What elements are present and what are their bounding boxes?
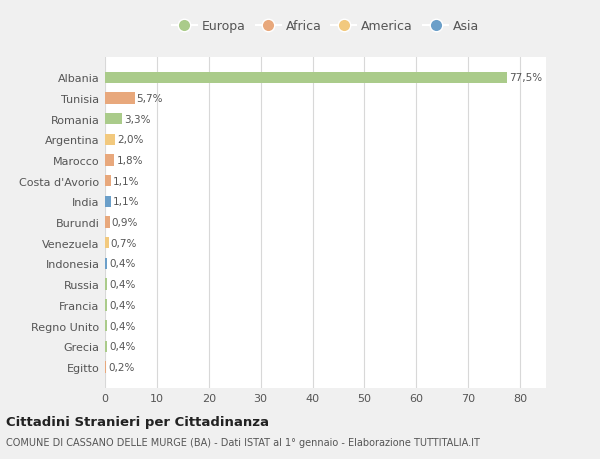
Bar — [105, 258, 107, 269]
Text: 3,3%: 3,3% — [124, 114, 151, 124]
Text: 0,7%: 0,7% — [111, 238, 137, 248]
Bar — [105, 279, 107, 290]
Bar — [105, 155, 115, 166]
Bar — [105, 341, 107, 352]
Text: 1,8%: 1,8% — [116, 156, 143, 166]
Text: 5,7%: 5,7% — [137, 94, 163, 104]
Text: 0,4%: 0,4% — [109, 259, 136, 269]
Bar — [105, 73, 507, 84]
Bar — [105, 93, 134, 104]
Text: Cittadini Stranieri per Cittadinanza: Cittadini Stranieri per Cittadinanza — [6, 415, 269, 428]
Bar — [105, 176, 111, 187]
Text: 0,4%: 0,4% — [109, 321, 136, 331]
Text: 0,4%: 0,4% — [109, 300, 136, 310]
Bar — [105, 196, 111, 207]
Text: 0,4%: 0,4% — [109, 341, 136, 352]
Bar — [105, 217, 110, 228]
Legend: Europa, Africa, America, Asia: Europa, Africa, America, Asia — [169, 17, 482, 35]
Text: COMUNE DI CASSANO DELLE MURGE (BA) - Dati ISTAT al 1° gennaio - Elaborazione TUT: COMUNE DI CASSANO DELLE MURGE (BA) - Dat… — [6, 437, 480, 447]
Text: 1,1%: 1,1% — [113, 176, 139, 186]
Bar — [105, 134, 115, 146]
Text: 0,4%: 0,4% — [109, 280, 136, 290]
Bar — [105, 320, 107, 331]
Text: 77,5%: 77,5% — [509, 73, 542, 83]
Text: 0,9%: 0,9% — [112, 218, 138, 228]
Bar — [105, 300, 107, 311]
Bar — [105, 114, 122, 125]
Text: 0,2%: 0,2% — [108, 362, 134, 372]
Text: 2,0%: 2,0% — [118, 135, 144, 145]
Bar — [105, 238, 109, 249]
Bar — [105, 362, 106, 373]
Text: 1,1%: 1,1% — [113, 197, 139, 207]
